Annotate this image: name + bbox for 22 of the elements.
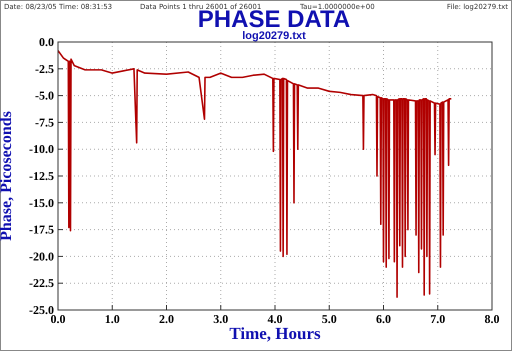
chart-subtitle: log20279.txt xyxy=(242,30,306,42)
x-tick-label: 1.0 xyxy=(104,312,120,326)
x-tick-label: 7.0 xyxy=(430,312,446,326)
y-tick-label: -20.0 xyxy=(29,249,54,264)
x-tick-label: 4.0 xyxy=(268,312,282,326)
y-tick-label: -17.5 xyxy=(29,222,54,237)
y-tick-label: -12.5 xyxy=(29,169,54,183)
y-tick-label: -7.5 xyxy=(35,115,54,130)
x-axis-title: Time, Hours xyxy=(229,324,322,343)
y-tick-label: -15.0 xyxy=(29,196,54,210)
x-tick-label: 5.0 xyxy=(322,312,337,326)
y-tick-label: 0.0 xyxy=(39,35,54,49)
x-tick-label: 8.0 xyxy=(484,312,500,326)
y-axis-title: Phase, Picoseconds xyxy=(0,111,15,241)
line-series xyxy=(57,50,452,298)
y-tick-label: -22.5 xyxy=(29,276,54,290)
y-tick-label: -5.0 xyxy=(35,88,54,103)
x-tick-label: 2.0 xyxy=(159,312,174,326)
y-tick-label: -10.0 xyxy=(29,142,54,156)
x-tick-label: 6.0 xyxy=(376,312,391,326)
x-tick-label: 3.0 xyxy=(213,312,228,326)
y-tick-label: -2.5 xyxy=(35,62,54,76)
